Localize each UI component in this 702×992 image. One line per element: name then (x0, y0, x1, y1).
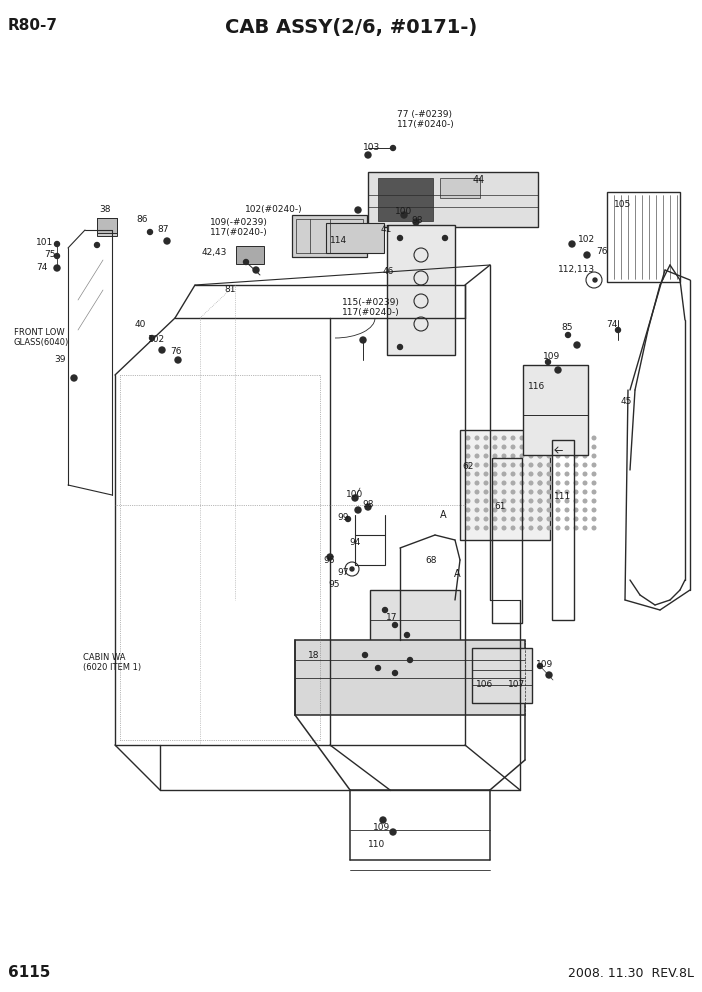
Circle shape (175, 357, 181, 363)
Circle shape (565, 463, 569, 467)
Text: 98: 98 (411, 216, 423, 225)
Text: 101: 101 (36, 238, 53, 247)
Circle shape (520, 481, 524, 485)
Circle shape (529, 508, 533, 512)
Text: 18: 18 (308, 651, 319, 660)
Circle shape (253, 267, 259, 273)
Circle shape (484, 499, 488, 503)
Circle shape (466, 472, 470, 476)
Circle shape (397, 235, 402, 240)
Circle shape (484, 454, 488, 457)
Circle shape (555, 367, 561, 373)
Text: 103: 103 (363, 143, 380, 152)
Text: 94: 94 (349, 538, 360, 547)
Circle shape (565, 445, 569, 448)
Circle shape (502, 508, 506, 512)
Circle shape (475, 436, 479, 439)
Circle shape (466, 526, 470, 530)
Circle shape (569, 241, 575, 247)
Circle shape (150, 335, 154, 340)
Circle shape (574, 499, 578, 503)
Circle shape (538, 472, 542, 476)
Circle shape (502, 499, 506, 503)
Circle shape (392, 623, 397, 628)
Circle shape (545, 359, 550, 364)
Circle shape (556, 436, 559, 439)
Text: 107: 107 (508, 680, 525, 689)
Circle shape (592, 445, 596, 448)
Circle shape (466, 436, 470, 439)
Circle shape (593, 278, 597, 282)
Circle shape (583, 445, 587, 448)
Circle shape (547, 526, 551, 530)
Bar (523, 365, 588, 455)
Circle shape (592, 517, 596, 521)
Circle shape (511, 526, 515, 530)
Circle shape (484, 472, 488, 476)
Circle shape (511, 463, 515, 467)
Bar (326, 223, 384, 253)
Bar (368, 172, 538, 227)
Text: 86: 86 (136, 215, 147, 224)
Circle shape (529, 445, 533, 448)
Circle shape (538, 454, 542, 457)
Circle shape (494, 463, 497, 467)
Circle shape (547, 499, 551, 503)
Circle shape (592, 490, 596, 494)
Circle shape (556, 454, 559, 457)
Text: 87: 87 (157, 225, 168, 234)
Circle shape (520, 445, 524, 448)
Circle shape (390, 146, 395, 151)
Circle shape (538, 481, 542, 485)
Bar (492, 458, 522, 623)
Text: 75: 75 (44, 250, 55, 259)
Bar (378, 178, 433, 221)
Circle shape (511, 517, 515, 521)
Circle shape (466, 463, 470, 467)
Circle shape (494, 472, 497, 476)
Circle shape (365, 504, 371, 510)
Text: 62: 62 (462, 462, 473, 471)
Text: 109: 109 (543, 352, 560, 361)
Bar (292, 215, 367, 257)
Text: 42,43: 42,43 (202, 248, 227, 257)
Circle shape (475, 517, 479, 521)
Text: 44: 44 (473, 175, 485, 185)
Circle shape (592, 454, 596, 457)
Text: 77 (-#0239)
117(#0240-): 77 (-#0239) 117(#0240-) (397, 110, 455, 129)
Circle shape (402, 227, 406, 232)
Circle shape (574, 481, 578, 485)
Circle shape (502, 490, 506, 494)
Text: 100: 100 (395, 207, 412, 216)
Circle shape (484, 526, 488, 530)
Text: 81: 81 (224, 285, 235, 294)
Circle shape (556, 508, 559, 512)
Circle shape (538, 526, 542, 530)
Circle shape (583, 490, 587, 494)
Circle shape (583, 454, 587, 457)
Circle shape (574, 454, 578, 457)
Circle shape (502, 463, 506, 467)
Text: 102: 102 (148, 335, 165, 344)
Circle shape (547, 517, 551, 521)
Circle shape (566, 332, 571, 337)
Circle shape (547, 472, 551, 476)
Circle shape (164, 238, 170, 244)
Circle shape (529, 517, 533, 521)
Circle shape (556, 517, 559, 521)
Circle shape (390, 829, 396, 835)
Circle shape (592, 481, 596, 485)
Circle shape (529, 499, 533, 503)
Circle shape (355, 507, 361, 513)
Circle shape (494, 436, 497, 439)
Circle shape (520, 436, 524, 439)
Circle shape (475, 490, 479, 494)
Circle shape (494, 517, 497, 521)
Circle shape (110, 224, 116, 229)
Circle shape (538, 454, 542, 457)
Circle shape (583, 472, 587, 476)
Circle shape (556, 490, 559, 494)
Circle shape (502, 481, 506, 485)
Text: 110: 110 (368, 840, 385, 849)
Circle shape (520, 499, 524, 503)
